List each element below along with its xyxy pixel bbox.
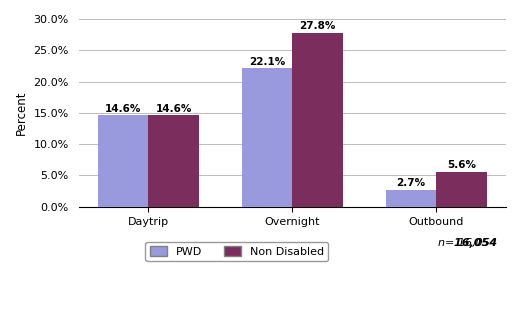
Text: 27.8%: 27.8% (300, 21, 336, 31)
Text: 14.6%: 14.6% (155, 103, 192, 114)
Text: 14.6%: 14.6% (105, 103, 141, 114)
Bar (98, 115, 148, 207)
Bar (292, 33, 343, 207)
Bar (242, 68, 292, 207)
Text: 2.7%: 2.7% (396, 178, 426, 188)
Text: 22.1%: 22.1% (249, 56, 286, 66)
Y-axis label: Percent: Percent (15, 91, 28, 135)
Bar (436, 172, 487, 207)
Text: n= 16,054: n= 16,054 (439, 238, 498, 248)
Legend: PWD, Non Disabled: PWD, Non Disabled (145, 242, 328, 261)
Text: 16,054: 16,054 (424, 238, 498, 248)
Bar (386, 190, 436, 207)
Text: 5.6%: 5.6% (447, 160, 476, 170)
Bar (148, 115, 199, 207)
